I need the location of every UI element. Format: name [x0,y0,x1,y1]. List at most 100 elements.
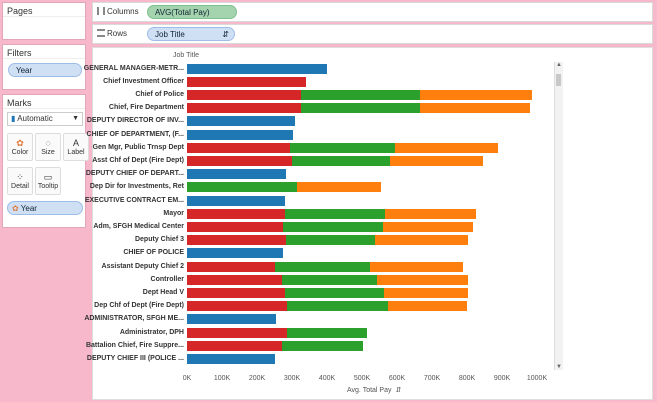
label-button[interactable]: A Label [63,133,89,161]
bar-segment[interactable] [419,89,532,100]
rows-shelf[interactable]: Rows Job Title ⇵ [92,24,653,44]
bar-segment[interactable] [285,208,386,219]
columns-pill-label: AVG(Total Pay) [155,8,210,17]
rows-label: Rows [107,29,128,38]
bar-segment[interactable] [187,314,277,325]
bar-segment[interactable] [285,287,384,298]
scroll-up-arrow[interactable]: ▲ [556,62,562,68]
x-axis: 0K 100K 200K 300K 400K 500K 600K 700K 800K 900K 10… [183,375,547,385]
bar-segment[interactable] [282,274,377,285]
detail-button-label: Detail [11,183,29,190]
bar-segment[interactable] [187,155,292,166]
x-tick-label: 100K [213,375,231,382]
vertical-scrollbar[interactable]: ▲ ▼ [554,62,563,370]
bar-segment[interactable] [281,340,363,351]
x-tick-label: 300K [283,375,301,382]
bar-segment[interactable] [187,182,298,193]
row-label: EXECUTIVE CONTRACT EM... [84,196,184,204]
columns-shelf[interactable]: Columns AVG(Total Pay) [92,2,653,22]
rows-pill[interactable]: Job Title ⇵ [147,27,235,41]
bar-segment[interactable] [187,248,284,259]
columns-icon [97,7,105,15]
bar-segment[interactable] [187,169,287,180]
bar-segment[interactable] [187,63,327,74]
filter-year-pill[interactable]: Year [8,63,82,77]
row-label: Administrator, DPH [119,328,184,336]
plot-area [187,62,557,364]
color-button[interactable]: ✿ Color [7,133,33,161]
scroll-down-arrow[interactable]: ▼ [556,364,562,370]
row-label: ADMINISTRATOR, SFGH ME... [84,315,184,323]
color-year-pill[interactable]: ✿ Year [7,201,83,215]
row-label: Chief, Fire Department [108,104,184,112]
bar-segment[interactable] [187,327,287,338]
bar-segment[interactable] [390,155,483,166]
bar-segment[interactable] [275,261,371,272]
filters-title: Filters [3,45,85,59]
bar-segment[interactable] [285,235,375,246]
color-legend-icon: ✿ [12,204,19,213]
bar-segment[interactable] [187,353,275,364]
bar-segment[interactable] [187,235,286,246]
x-tick-label: 500K [353,375,371,382]
label-button-label: Label [67,149,85,156]
row-labels: GENERAL MANAGER-METR... Chief Investment … [84,62,184,362]
bar-segment[interactable] [419,103,530,114]
bar-segment[interactable] [187,129,294,140]
bar-segment[interactable] [187,142,290,153]
row-header-title: Job Title [173,52,200,59]
columns-pill[interactable]: AVG(Total Pay) [147,5,237,19]
row-label: Chief of Police [135,90,184,98]
bar-segment[interactable] [292,155,390,166]
row-label: Dep Dir for Investments, Ret [89,183,184,191]
mark-type-dropdown[interactable]: ▮ Automatic ▼ [7,112,83,126]
row-label: Assistant Deputy Chief 2 [101,262,184,270]
view-area: Job Title GENERAL MANAGER-METR... Chief I… [84,47,653,400]
row-label: Adm, SFGH Medical Center [93,222,184,230]
row-label: Asst Chf of Dept (Fire Dept) [92,156,184,164]
row-label: Controller [150,275,184,283]
scrollbar-thumb[interactable] [556,74,561,86]
bar-segment[interactable] [388,301,467,312]
row-label: Chief Investment Officer [103,77,184,85]
filter-year-label: Year [16,66,33,75]
bar-segment[interactable] [374,235,468,246]
bar-segment[interactable] [187,116,295,127]
bar-segment[interactable] [187,103,301,114]
size-button[interactable]: ◌ Size [35,133,61,161]
bar-segment[interactable] [383,221,473,232]
bar-segment[interactable] [187,89,301,100]
bar-segment[interactable] [187,261,276,272]
bar-segment[interactable] [187,221,284,232]
bar-segment[interactable] [300,103,420,114]
bar-segment[interactable] [187,301,287,312]
bar-segment[interactable] [289,142,395,153]
detail-icon: ⁘ [16,172,24,182]
bar-segment[interactable] [286,327,368,338]
bar-segment[interactable] [383,287,469,298]
tooltip-button[interactable]: ▭ Tooltip [35,167,61,195]
bar-segment[interactable] [187,287,285,298]
bar-segment[interactable] [187,274,283,285]
row-label: Dept Head V [142,288,184,296]
row-label: Gen Mgr, Public Trnsp Dept [92,143,184,151]
row-label: CHIEF OF POLICE [123,249,184,257]
row-label: Deputy Chief 3 [134,236,184,244]
bar-segment[interactable] [370,261,464,272]
bar-segment[interactable] [394,142,498,153]
label-icon: A [72,138,79,148]
detail-button[interactable]: ⁘ Detail [7,167,33,195]
bar-segment[interactable] [286,301,389,312]
bar-segment[interactable] [300,89,420,100]
bar-segment[interactable] [385,208,477,219]
rows-pill-label: Job Title [155,30,185,39]
bar-segment[interactable] [187,208,285,219]
bar-segment[interactable] [297,182,382,193]
bar-segment[interactable] [376,274,468,285]
bar-segment[interactable] [187,340,282,351]
bar-segment[interactable] [283,221,383,232]
bar-segment[interactable] [187,195,285,206]
bar-segment[interactable] [187,76,306,87]
rows-icon [97,29,105,37]
x-tick-label: 600K [388,375,406,382]
